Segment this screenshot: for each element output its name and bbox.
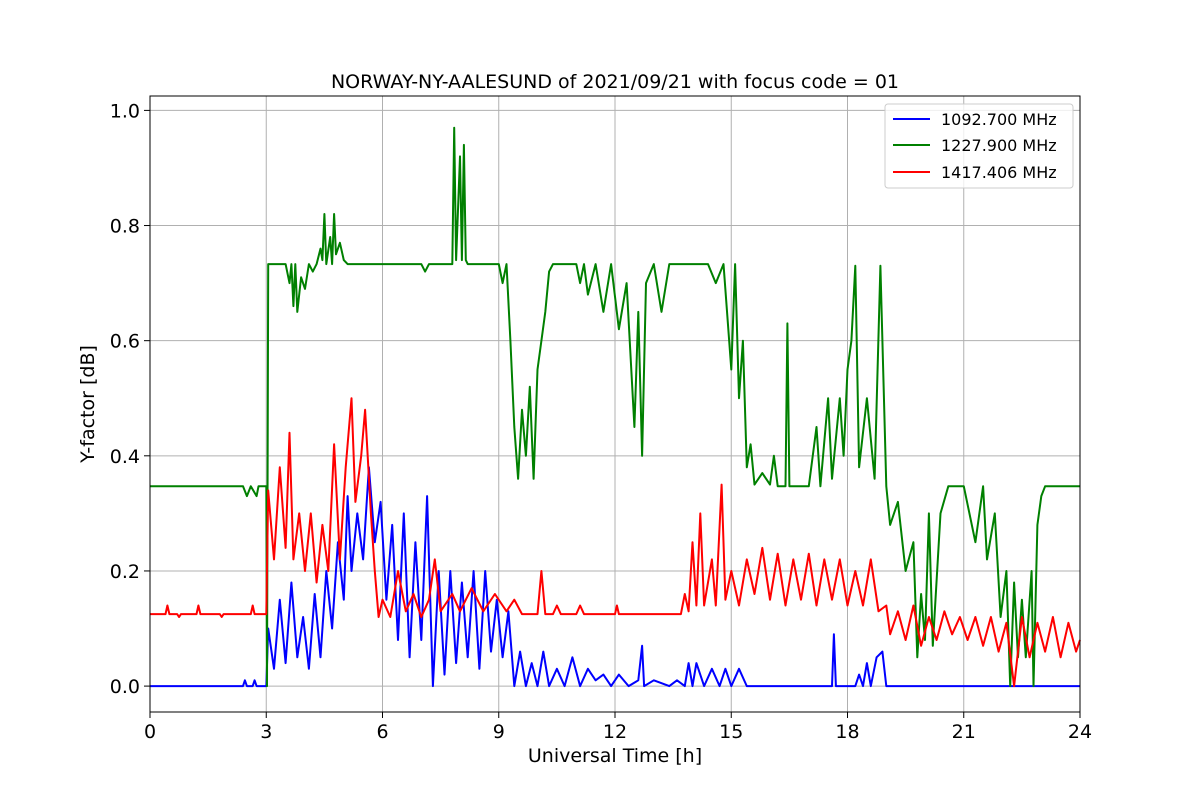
y-tick-label: 1.0	[110, 100, 140, 122]
x-tick-label: 21	[952, 721, 976, 743]
y-tick-label: 0.6	[110, 331, 140, 353]
series-layer	[150, 126, 1081, 688]
y-tick-label: 0.4	[110, 446, 140, 468]
series-line-0	[150, 466, 1080, 688]
x-tick-label: 9	[493, 721, 505, 743]
x-tick-label: 24	[1068, 721, 1092, 743]
legend-label: 1092.700 MHz	[941, 110, 1057, 129]
legend-label: 1417.406 MHz	[941, 163, 1057, 182]
legend-box	[884, 103, 1074, 189]
series-line-1	[150, 126, 1080, 688]
series-line-2	[150, 397, 1081, 688]
y-tick-label: 0.8	[110, 216, 140, 238]
ticks: 0 3 6 9 12 15 18 21 24 0.0 0.2 0.4 0.6 0.8 1.0	[110, 100, 1092, 743]
x-tick-label: 12	[603, 721, 627, 743]
x-tick-label: 15	[719, 721, 743, 743]
x-tick-label: 3	[260, 721, 272, 743]
legend-label: 1227.900 MHz	[941, 136, 1057, 155]
y-tick-label: 0.2	[110, 561, 140, 583]
x-tick-label: 18	[835, 721, 859, 743]
chart-title: NORWAY-NY-AALESUND of 2021/09/21 with fo…	[331, 71, 899, 93]
legend: 1092.700 MHz 1227.900 MHz 1417.406 MHz	[884, 103, 1074, 189]
y-tick-label: 0.0	[110, 676, 140, 698]
x-tick-label: 6	[376, 721, 388, 743]
x-tick-label: 0	[144, 721, 156, 743]
x-axis-label: Universal Time [h]	[528, 745, 702, 767]
y-axis-label: Y-factor [dB]	[77, 345, 99, 464]
